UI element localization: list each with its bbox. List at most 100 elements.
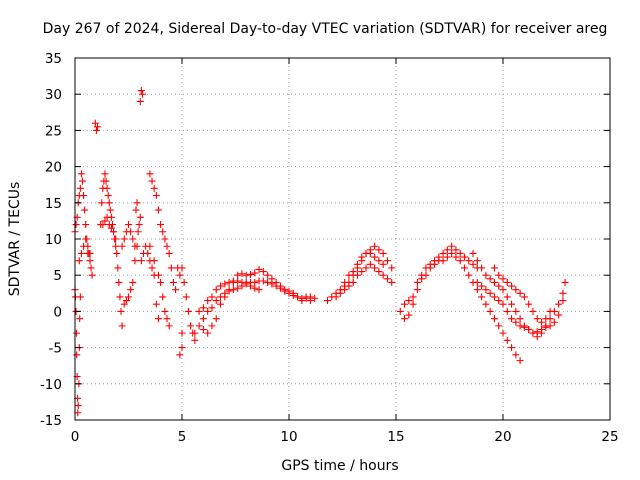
data-point <box>146 170 154 178</box>
data-point <box>221 289 229 297</box>
data-point <box>349 278 357 286</box>
data-point <box>165 322 173 330</box>
data-point <box>439 257 447 265</box>
data-point <box>137 87 145 95</box>
data-point <box>134 228 142 236</box>
data-point <box>452 246 460 254</box>
data-point <box>112 235 120 243</box>
y-tick-label: 30 <box>45 87 62 103</box>
data-point <box>469 249 477 257</box>
data-point <box>238 282 246 290</box>
data-point <box>76 293 84 301</box>
data-point <box>154 315 162 323</box>
data-point <box>92 126 100 134</box>
data-point <box>238 270 246 278</box>
y-tick-label: -10 <box>40 377 62 393</box>
data-point <box>178 344 186 352</box>
data-point <box>136 97 144 105</box>
data-point <box>508 300 516 308</box>
data-point <box>137 257 145 265</box>
data-point <box>81 206 89 214</box>
data-point <box>148 177 156 185</box>
data-point <box>478 293 486 301</box>
data-point <box>132 206 140 214</box>
data-point <box>345 282 353 290</box>
data-point <box>512 351 520 359</box>
data-point <box>246 282 254 290</box>
data-point <box>388 264 396 272</box>
data-point <box>371 264 379 272</box>
data-point <box>112 242 120 250</box>
data-point <box>559 297 567 305</box>
data-point <box>422 271 430 279</box>
data-point <box>242 280 250 288</box>
data-point <box>117 307 125 315</box>
y-tick-label: 20 <box>45 160 62 176</box>
data-point <box>159 293 167 301</box>
data-point <box>525 326 533 333</box>
data-point <box>99 221 107 229</box>
data-point <box>199 315 207 323</box>
data-point <box>135 221 143 229</box>
data-point <box>409 300 417 308</box>
x-tick-label: 15 <box>387 429 404 445</box>
data-point <box>102 177 110 185</box>
data-point <box>152 300 160 308</box>
data-point <box>465 257 473 265</box>
data-point <box>473 286 481 294</box>
y-tick-label: 0 <box>53 304 62 320</box>
data-point <box>285 289 293 297</box>
data-point <box>542 323 550 331</box>
data-point <box>163 315 171 323</box>
data-point <box>499 300 507 308</box>
data-point <box>107 224 115 232</box>
data-point <box>82 221 90 229</box>
data-point <box>503 307 511 315</box>
chart-title: Day 267 of 2024, Sidereal Day-to-day VTE… <box>43 21 608 37</box>
data-point <box>473 257 481 265</box>
data-point <box>180 278 188 286</box>
data-point <box>182 293 190 301</box>
data-point <box>289 291 297 299</box>
data-point <box>448 249 456 257</box>
x-tick-label: 10 <box>280 429 297 445</box>
data-point <box>486 289 494 297</box>
data-point <box>148 264 156 272</box>
data-point <box>195 322 203 330</box>
data-point <box>490 293 498 301</box>
data-point <box>76 184 84 192</box>
data-point <box>204 329 212 337</box>
data-point <box>80 192 88 200</box>
data-point <box>456 249 464 257</box>
data-point <box>91 119 99 127</box>
data-point <box>264 278 272 286</box>
data-point <box>503 278 511 286</box>
data-point <box>341 278 349 286</box>
data-point <box>379 249 387 257</box>
data-point <box>165 249 173 257</box>
data-point <box>120 300 128 308</box>
data-point <box>469 260 477 268</box>
data-point <box>157 278 165 286</box>
data-point <box>525 300 533 308</box>
x-axis-label: GPS time / hours <box>281 458 398 474</box>
data-point <box>251 269 259 277</box>
y-tick-label: 25 <box>45 123 62 139</box>
data-point <box>169 278 177 286</box>
data-point <box>486 275 494 283</box>
data-point <box>443 253 451 261</box>
data-point <box>98 199 106 207</box>
data-point <box>538 318 546 326</box>
data-point <box>482 271 490 279</box>
data-point <box>161 307 169 315</box>
data-point <box>131 242 139 250</box>
data-point <box>116 293 124 301</box>
data-point <box>221 280 229 288</box>
data-point <box>84 249 92 257</box>
data-point <box>473 278 481 286</box>
data-point <box>561 278 569 286</box>
data-point <box>93 123 101 131</box>
data-point <box>353 260 361 268</box>
y-axis-label: SDTVAR / TECUs <box>7 182 23 297</box>
data-point <box>546 322 554 330</box>
